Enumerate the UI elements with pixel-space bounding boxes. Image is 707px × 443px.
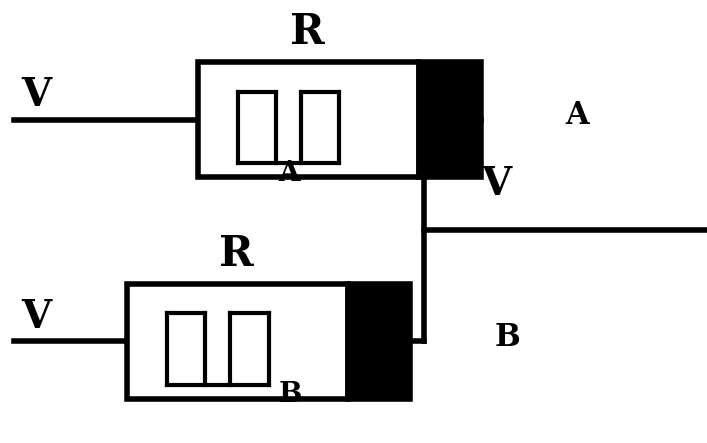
Bar <box>127 284 348 399</box>
Text: A: A <box>566 100 589 131</box>
Text: B: B <box>279 381 302 408</box>
Bar <box>198 62 419 177</box>
Text: R: R <box>290 12 325 53</box>
Bar <box>419 62 481 177</box>
Text: R: R <box>219 233 254 275</box>
Text: V: V <box>21 76 52 114</box>
Text: V: V <box>481 165 511 203</box>
Text: V: V <box>21 298 52 336</box>
Text: B: B <box>495 322 520 353</box>
Bar <box>348 284 410 399</box>
Text: A: A <box>279 160 300 187</box>
